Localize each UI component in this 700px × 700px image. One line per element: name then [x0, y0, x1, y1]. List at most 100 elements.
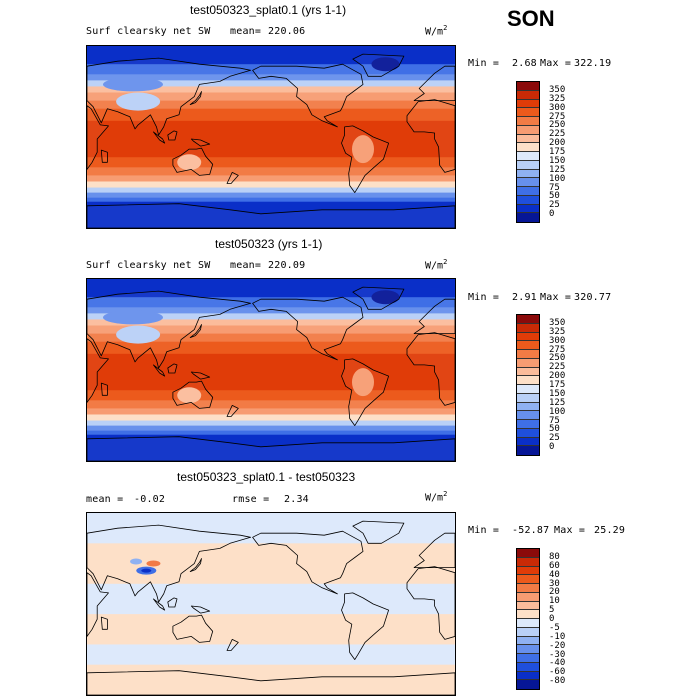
coastline-africa-west — [406, 99, 455, 173]
colorbar-tick-label: 200 — [549, 138, 566, 149]
colorbar-tick-label: 150 — [549, 155, 566, 166]
colorbar-tick-label: 10 — [549, 596, 560, 607]
map-contour-band — [87, 181, 455, 189]
colorbar-swatch — [517, 671, 539, 681]
greenland-low-patch — [371, 57, 400, 72]
siberia-low-patch — [103, 310, 163, 325]
map-contour-band — [87, 201, 455, 228]
greenland-low-patch — [371, 290, 400, 305]
panel2-max-label: Max = — [540, 292, 572, 303]
panel2-colorbar — [516, 314, 540, 456]
coastline-new-zealand — [226, 172, 239, 184]
panel3-rmse-value: 2.34 — [284, 494, 309, 505]
colorbar-tick-label: 300 — [549, 335, 566, 346]
panel3-max-value: 25.29 — [594, 525, 626, 536]
coastline-africa-west — [406, 332, 455, 406]
colorbar-swatch — [517, 680, 539, 689]
colorbar-swatch — [517, 575, 539, 584]
panel1-max-value: 322.19 — [574, 58, 612, 69]
colorbar-swatch — [517, 341, 539, 350]
panel2-max-value: 320.77 — [574, 292, 612, 303]
coastline-sumatra — [153, 598, 166, 611]
colorbar-swatch — [517, 584, 539, 593]
coastline-europe-west — [413, 532, 455, 568]
coastline-japan — [189, 324, 202, 338]
panel3-map-svg — [87, 513, 455, 695]
colorbar-swatch — [517, 117, 539, 126]
colorbar-swatch — [517, 367, 539, 377]
colorbar-swatch — [517, 143, 539, 152]
colorbar-tick-label: 100 — [549, 173, 566, 184]
colorbar-swatch — [517, 187, 539, 196]
colorbar-tick-label: 50 — [549, 191, 560, 202]
map-contour-band — [87, 46, 455, 65]
colorbar-tick-label: 75 — [549, 182, 560, 193]
coastline-eurasia — [87, 57, 252, 136]
map-contour-band — [87, 167, 455, 176]
siberia-low-patch — [103, 77, 163, 92]
map-contour-band — [87, 92, 455, 102]
colorbar-swatch — [517, 601, 539, 611]
colorbar-tick-label: 25 — [549, 433, 560, 444]
colorbar-swatch — [517, 402, 539, 412]
coastline-eurasia — [87, 524, 252, 603]
coastline-eurasia — [87, 290, 252, 369]
panel3-mean-label: mean = — [86, 494, 124, 505]
colorbar-swatch — [517, 636, 539, 646]
colorbar-swatch — [517, 315, 539, 324]
panel1-colorbar — [516, 81, 540, 223]
panel2-title: test050323 (yrs 1-1) — [215, 237, 323, 251]
colorbar-tick-label: -20 — [549, 640, 566, 651]
central-asia-negative-patch — [130, 558, 143, 565]
tibet-low-patch — [116, 92, 161, 111]
colorbar-tick-label: 80 — [549, 551, 560, 562]
map-contour-band — [87, 325, 455, 335]
colorbar-tick-label: 100 — [549, 406, 566, 417]
map-contour-band — [87, 614, 455, 645]
colorbar-swatch — [517, 90, 539, 100]
colorbar-tick-label: 175 — [549, 147, 566, 157]
map-contour-band — [87, 400, 455, 409]
map-contour-band — [87, 513, 455, 544]
colorbar-swatch — [517, 134, 539, 144]
colorbar-swatch — [517, 178, 539, 187]
colorbar-swatch — [517, 437, 539, 447]
amazon-patch — [352, 135, 374, 164]
colorbar-tick-label: 275 — [549, 111, 566, 122]
map-contour-band — [87, 120, 455, 158]
panel1-map — [86, 45, 456, 229]
map-contour-band — [87, 425, 455, 432]
panel2-map-svg — [87, 279, 455, 461]
coastline-antarctica — [87, 670, 455, 695]
coastline-new-guinea — [190, 138, 211, 147]
panel2-min-value: 2.91 — [512, 292, 537, 303]
colorbar-swatch — [517, 627, 539, 637]
coastline-greenland — [352, 286, 405, 310]
panel3-title: test050323_splat0.1 - test050323 — [177, 470, 356, 484]
colorbar-swatch — [517, 82, 539, 91]
coastline-africa-west — [406, 566, 455, 640]
map-contour-band — [87, 583, 455, 615]
colorbar-tick-label: 125 — [549, 397, 566, 408]
colorbar-swatch — [517, 350, 539, 359]
coastline-borneo — [167, 597, 178, 608]
map-contour-band — [87, 644, 455, 666]
panel1-min-label: Min = — [468, 58, 500, 69]
colorbar-swatch — [517, 592, 539, 602]
map-contour-band — [87, 333, 455, 343]
panel2-units: W/m2 — [425, 258, 448, 272]
panel1-map-svg — [87, 46, 455, 228]
colorbar-tick-label: -10 — [549, 631, 566, 642]
coastline-australia — [172, 147, 214, 176]
coastline-greenland — [352, 520, 405, 544]
colorbar-tick-label: 50 — [549, 424, 560, 435]
colorbar-tick-label: 250 — [549, 120, 566, 131]
coastline-europe-west — [413, 298, 455, 334]
coastline-sumatra — [153, 364, 166, 377]
panel3-rmse-label: rmse = — [232, 494, 270, 505]
coastline-south-america — [341, 125, 390, 194]
panel2-colorbar-labels: 350 325 300 275 250 225 200 175 150 125 100 75 50 25 0 — [549, 314, 589, 456]
panel1-mean-value: 220.06 — [268, 26, 306, 37]
map-contour-band — [87, 64, 455, 75]
tibet-low-patch — [116, 325, 161, 344]
